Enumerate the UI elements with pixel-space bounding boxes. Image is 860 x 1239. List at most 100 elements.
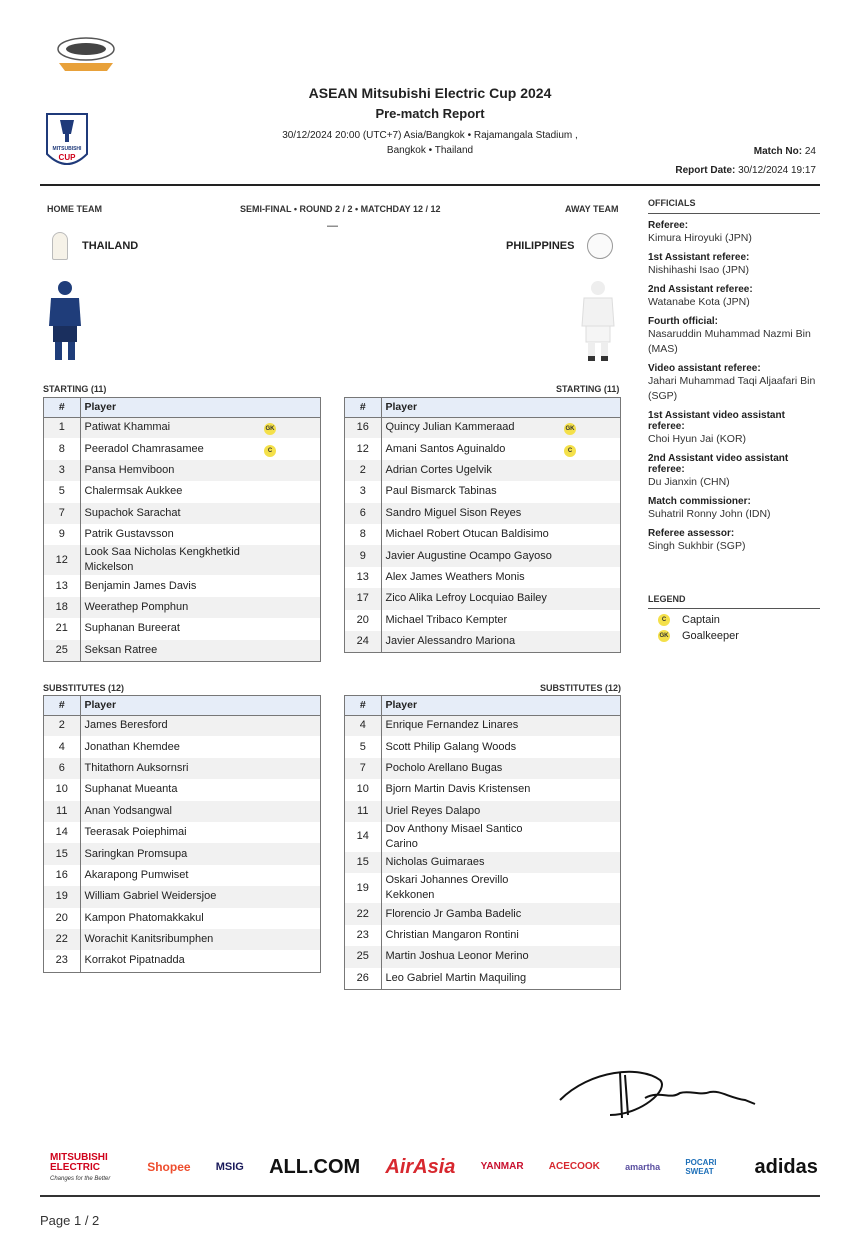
player-number: 7 — [44, 502, 81, 524]
player-name: Chalermsak Aukkee — [84, 485, 183, 498]
player-name: Uriel Reyes Dalapo — [381, 800, 560, 822]
official-entry: Video assistant referee: Jahari Muhammad … — [648, 363, 820, 404]
player-number: 17 — [345, 588, 382, 610]
player-name: Kampon Phatomakkakul — [84, 911, 204, 924]
player-number: 7 — [345, 757, 382, 780]
player-name: Weerathep Pomphun — [80, 596, 260, 619]
official-entry: Fourth official: Nasaruddin Muhammad Nazm… — [648, 316, 820, 357]
player-number: 3 — [345, 481, 382, 503]
player-row: 11 Uriel Reyes Dalapo — [345, 800, 620, 822]
player-row: 8 Peeradol Chamrasamee C — [44, 438, 320, 460]
player-row: 5 Scott Philip Galang Woods — [345, 736, 620, 758]
datetime-venue: 30/12/2024 20:00 (UTC+7) Asia/Bangkok • … — [282, 130, 578, 141]
player-row: 6 Sandro Miguel Sison Reyes — [345, 502, 620, 524]
home-starting-table: # Player 1 Patiwat Khammai GK 8 Peeradol Chamr… — [43, 397, 321, 662]
col-player: Player — [80, 398, 320, 418]
player-name: Pocholo Arellano Bugas — [381, 757, 560, 780]
home-starting-label: STARTING (11) — [43, 384, 107, 394]
player-name: Peeradol Chamrasamee — [84, 442, 204, 455]
away-starting-label: STARTING (11) — [556, 384, 620, 394]
player-name: Korrakot Pipatnadda — [84, 954, 185, 967]
official-entry: Referee: Kimura Hiroyuki (JPN) — [648, 220, 820, 246]
player-name: Scott Philip Galang Woods — [385, 740, 517, 753]
col-player: Player — [80, 696, 320, 716]
official-name: Nishihashi Isao (JPN) — [648, 264, 749, 276]
player-number: 6 — [44, 757, 81, 780]
player-row: 25 Seksan Ratree — [44, 639, 320, 661]
player-row: 10 Suphanat Mueanta — [44, 779, 320, 801]
player-row: 18 Weerathep Pomphun — [44, 596, 320, 619]
official-role: 2nd Assistant referee: — [648, 284, 753, 295]
official-entry: 1st Assistant referee: Nishihashi Isao (J… — [648, 252, 820, 278]
player-name: James Beresford — [80, 715, 260, 737]
player-name: Leo Gabriel Martin Maquiling — [385, 971, 527, 984]
sponsor-logo: MSIG — [216, 1161, 244, 1174]
player-name: Paul Bismarck Tabinas — [385, 485, 497, 498]
player-name: Supachok Sarachat — [80, 502, 260, 524]
official-name: Nasaruddin Muhammad Nazmi Bin (MAS) — [648, 328, 811, 355]
philippines-crest-icon — [587, 233, 613, 259]
official-entry: 2nd Assistant video assistant referee: Du… — [648, 453, 820, 490]
home-subs-label: SUBSTITUTES (12) — [43, 683, 125, 693]
player-row: 4 Jonathan Khemdee — [44, 736, 320, 758]
report-date-label: Report Date: — [675, 165, 736, 176]
col-player: Player — [381, 398, 620, 418]
player-number: 25 — [44, 639, 81, 661]
legend-item: GK Goalkeeper — [658, 628, 820, 644]
player-row: 22 Florencio Jr Gamba Badelic — [345, 903, 620, 925]
player-name: Suphanan Bureerat — [84, 622, 180, 635]
player-row: 16 Akarapong Pumwiset — [44, 864, 320, 887]
col-num: # — [345, 696, 382, 716]
official-role: Fourth official: — [648, 316, 718, 327]
officials-panel: OFFICIALS Referee: Kimura Hiroyuki (JPN) 1… — [648, 198, 820, 554]
player-row: 17 Zico Alika Lefroy Locquiao Bailey — [345, 588, 620, 610]
player-row: 21 Suphanan Bureerat — [44, 618, 320, 640]
player-name: Javier Alessandro Mariona — [381, 630, 560, 653]
player-row: 14 Dov Anthony Misael Santico Carino — [345, 821, 620, 852]
player-name: Nicholas Guimaraes — [381, 851, 560, 874]
match-no-value: 24 — [804, 146, 816, 157]
official-entry: 1st Assistant video assistant referee: Ch… — [648, 410, 820, 447]
player-row: 8 Michael Robert Otucan Baldisimo — [345, 523, 620, 546]
player-row: 13 Benjamin James Davis — [44, 575, 320, 597]
sponsor-name: ACECOOK — [548, 1161, 600, 1173]
player-name: Sandro Miguel Sison Reyes — [381, 502, 560, 524]
player-row: 23 Korrakot Pipatnadda — [44, 950, 320, 972]
player-name: William Gabriel Weidersjoe — [80, 886, 260, 908]
player-name: Michael Tribaco Kempter — [385, 613, 508, 626]
sponsor-tagline: Changes for the Better — [50, 1175, 111, 1182]
player-name: Enrique Fernandez Linares — [381, 715, 560, 737]
player-row: 19 William Gabriel Weidersjoe — [44, 886, 320, 908]
sponsor-logo: YANMAR — [481, 1162, 524, 1173]
sponsor-name: Shopee — [147, 1160, 191, 1175]
player-row: 23 Christian Mangaron Rontini — [345, 924, 620, 947]
player-number: 16 — [345, 417, 382, 439]
player-name: Saringkan Promsupa — [80, 843, 260, 865]
player-row: 15 Nicholas Guimaraes — [345, 851, 620, 874]
player-row: 7 Pocholo Arellano Bugas — [345, 757, 620, 780]
player-name: Javier Augustine Ocampo Gayoso — [381, 545, 560, 567]
away-subs-table: # Player 4 Enrique Fernandez Linares 5 Scott … — [344, 695, 621, 990]
player-number: 4 — [345, 715, 382, 737]
player-number: 22 — [44, 928, 81, 951]
official-name: Watanabe Kota (JPN) — [648, 296, 750, 308]
player-row: 11 Anan Yodsangwal — [44, 800, 320, 822]
col-num: # — [44, 696, 81, 716]
table-header: # Player — [345, 696, 620, 716]
table-header: # Player — [44, 696, 320, 716]
player-name: Florencio Jr Gamba Badelic — [381, 903, 560, 925]
captain-badge-icon: C — [564, 444, 576, 457]
header-divider — [40, 184, 820, 186]
official-entry: Referee assessor: Singh Sukhbir (SGP) — [648, 528, 820, 554]
official-name: Kimura Hiroyuki (JPN) — [648, 232, 752, 244]
match-no: Match No: 24 — [754, 146, 816, 157]
player-number: 15 — [44, 843, 81, 865]
player-number: 19 — [44, 886, 81, 908]
report-date: Report Date: 30/12/2024 19:17 — [675, 165, 816, 176]
player-row: 14 Teerasak Poiephimai — [44, 821, 320, 844]
player-row: 26 Leo Gabriel Martin Maquiling — [345, 967, 620, 989]
svg-text:MITSUBISHI: MITSUBISHI — [53, 146, 83, 152]
player-name: Anan Yodsangwal — [80, 800, 260, 822]
captain-badge-icon: C — [658, 614, 670, 626]
sponsor-logo: Shopee — [147, 1161, 190, 1174]
